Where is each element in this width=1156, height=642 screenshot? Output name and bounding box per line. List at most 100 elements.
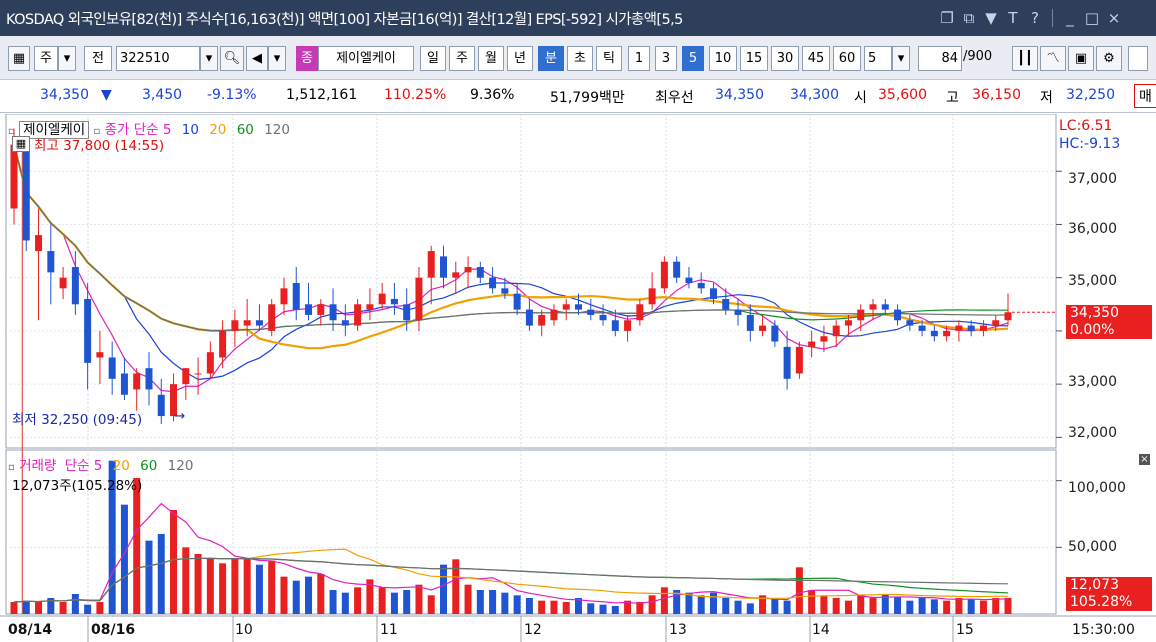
interval-5-button[interactable]: 5 — [682, 46, 704, 71]
volume-bar-61 — [759, 595, 767, 614]
stock-code-input[interactable]: 322510 — [116, 46, 200, 71]
interval-1-button[interactable]: 1 — [628, 46, 650, 71]
candle-body-54 — [673, 261, 681, 278]
bar-count-total: /900 — [963, 49, 993, 64]
calendar-icon[interactable]: ▦ — [12, 136, 30, 152]
pin-icon[interactable]: ▼ — [985, 9, 997, 27]
volume-bar-18 — [231, 558, 239, 614]
volume-bar-76 — [943, 600, 951, 614]
volume-bar-48 — [599, 604, 607, 614]
volume-bar-38 — [476, 590, 484, 614]
speaker-icon[interactable]: ◀ — [246, 46, 268, 71]
legend-marker-icon-2: ▫ — [93, 126, 101, 137]
candle-body-70 — [869, 304, 877, 310]
volume-bar-51 — [636, 602, 644, 614]
interval-10-button[interactable]: 10 — [709, 46, 737, 71]
code-dropdown-icon[interactable]: ▾ — [200, 46, 218, 71]
period-minute-tab[interactable]: 분 — [538, 46, 564, 71]
period-year-tab[interactable]: 년 — [507, 46, 533, 71]
low-annotation: 최저 32,250 (09:45) — [12, 412, 143, 428]
candle-body-26 — [329, 304, 337, 321]
close-icon[interactable]: × — [1107, 9, 1121, 27]
volume-bar-37 — [464, 584, 472, 614]
candle-body-17 — [219, 330, 227, 358]
volume-bar-3 — [47, 598, 55, 614]
volume-legend: ▫ 거래량 단순 5 20 60 120 — [8, 454, 193, 474]
interval-select[interactable]: 5 — [864, 46, 892, 71]
legend-ma5: 5 — [162, 122, 172, 138]
interval-30-button[interactable]: 30 — [771, 46, 799, 71]
stock-name-field: 제이엘케이 — [318, 46, 414, 71]
minimize-icon[interactable]: _ — [1066, 9, 1074, 27]
interval-60-button[interactable]: 60 — [833, 46, 861, 71]
option-checkbox[interactable] — [1128, 46, 1148, 71]
window-title: KOSDAQ 외국인보유[82(천)] 주식수[16,163(천)] 액면[10… — [6, 11, 683, 28]
interval-dropdown-icon[interactable]: ▾ — [892, 46, 910, 71]
speaker-dropdown-icon[interactable]: ▾ — [268, 46, 286, 71]
panel-close-icon[interactable]: × — [1139, 454, 1150, 465]
candle-body-81 — [1004, 312, 1012, 321]
restore-window-icon[interactable]: ❐ — [940, 9, 954, 27]
indicator-icon[interactable]: 〽 — [1040, 46, 1066, 71]
font-icon[interactable]: T — [1008, 9, 1018, 27]
volume-bar-36 — [452, 559, 460, 614]
volume-note: 12,073주(105.28%) — [12, 478, 143, 494]
volume-legend-ma-type: 단순 — [64, 458, 90, 474]
volume-bar-43 — [538, 600, 546, 614]
volume-bar-75 — [930, 599, 938, 614]
volume-bar-9 — [120, 504, 128, 614]
gear-icon[interactable]: ⚙ — [1096, 46, 1122, 71]
search-icon[interactable]: 🔍︎ — [220, 46, 244, 71]
candle-body-6 — [84, 298, 92, 363]
interval-45-button[interactable]: 45 — [802, 46, 830, 71]
maximize-icon[interactable]: □ — [1084, 9, 1100, 27]
volume-bar-66 — [820, 595, 828, 614]
help-icon[interactable]: ? — [1031, 9, 1039, 27]
order-edge-button[interactable]: 매 — [1134, 84, 1156, 108]
legend-stock-name[interactable]: 제이엘케이 — [19, 121, 90, 139]
volume-bar-25 — [317, 574, 325, 614]
candle-body-57 — [709, 288, 717, 299]
candle-body-53 — [660, 261, 668, 289]
volume-bar-20 — [255, 564, 263, 614]
volume-bar-74 — [918, 598, 926, 614]
candle-body-35 — [440, 256, 448, 278]
candle-body-10 — [133, 373, 141, 390]
period-month-tab[interactable]: 월 — [478, 46, 504, 71]
scope-button[interactable]: 전 — [84, 46, 112, 71]
volume-bar-14 — [182, 547, 190, 614]
candle-body-30 — [378, 293, 386, 305]
period-week-tab[interactable]: 주 — [449, 46, 475, 71]
chart-canvas[interactable] — [0, 114, 1156, 642]
stock-type-badge: 종 — [296, 46, 318, 71]
interval-15-button[interactable]: 15 — [740, 46, 768, 71]
market-dropdown-icon[interactable]: ▾ — [58, 46, 76, 71]
screen-menu-icon[interactable]: ▦ — [8, 46, 30, 71]
volume-bar-46 — [574, 598, 582, 614]
x-label-0816: 08/16 — [91, 622, 136, 638]
volume-bar-67 — [832, 598, 840, 614]
copy-window-icon[interactable]: ⧉ — [963, 9, 975, 27]
candle-body-48 — [599, 314, 607, 321]
candle-type-icon[interactable]: ┃┃ — [1012, 46, 1038, 71]
volume-bar-69 — [857, 595, 865, 614]
period-day-tab[interactable]: 일 — [420, 46, 446, 71]
volume-bar-40 — [501, 592, 509, 614]
save-icon[interactable]: ▣ — [1068, 46, 1094, 71]
period-tick-tab[interactable]: 틱 — [596, 46, 622, 71]
market-select[interactable]: 주 — [34, 46, 58, 71]
volume-bar-73 — [906, 600, 914, 614]
bar-count-input[interactable]: 84 — [918, 46, 962, 71]
high-annotation: 최고 37,800 (14:55) — [34, 138, 165, 154]
volume-bar-41 — [513, 595, 521, 614]
interval-3-button[interactable]: 3 — [655, 46, 677, 71]
volume-bar-21 — [268, 560, 276, 614]
period-second-tab[interactable]: 초 — [567, 46, 593, 71]
volume-bar-31 — [390, 592, 398, 614]
volume-bar-4 — [59, 602, 67, 614]
x-label-0814: 08/14 — [8, 622, 53, 638]
volume-legend-ma5: 5 — [93, 458, 103, 474]
candle-body-45 — [562, 304, 570, 310]
chart-area[interactable]: ▫ 제이엘케이 ▫ 종가 단순 5 10 20 60 120 ▦ 최고 37,8… — [0, 114, 1156, 642]
candle-body-21 — [268, 304, 276, 331]
